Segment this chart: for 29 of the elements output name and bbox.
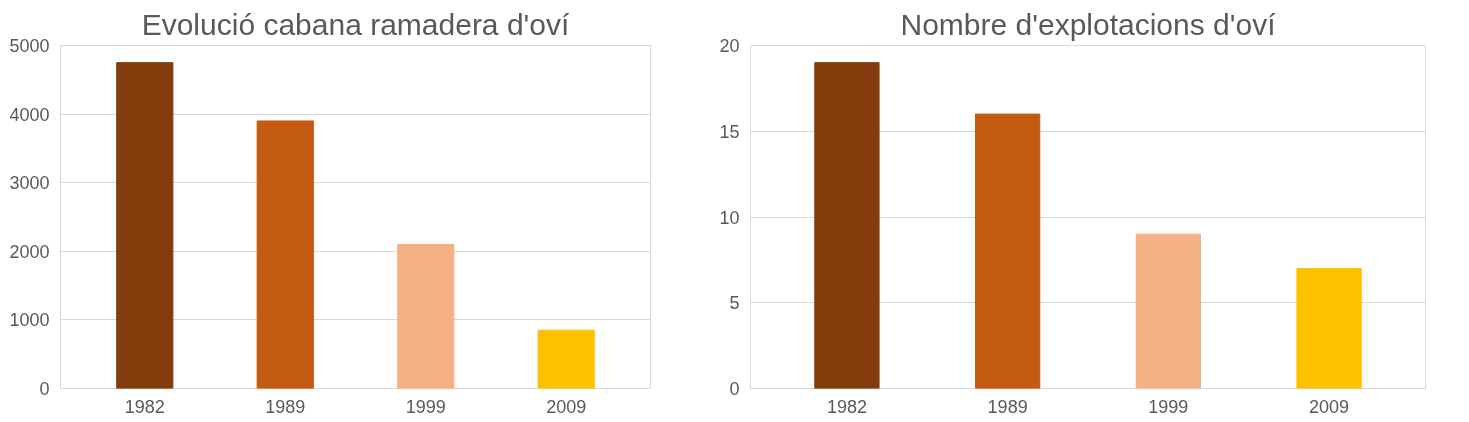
- y-tick-label: 0: [729, 379, 740, 399]
- x-tick-label: 1999: [405, 396, 446, 417]
- y-tick-label: 1000: [9, 310, 50, 331]
- x-tick-label: 1982: [124, 396, 165, 417]
- x-tick-label: 2009: [1309, 396, 1350, 417]
- y-tick-label: 5: [729, 293, 740, 314]
- y-tick-label: 3000: [9, 173, 50, 194]
- y-tick-label: 4000: [9, 104, 50, 125]
- bar: [116, 62, 174, 389]
- bar: [814, 62, 880, 389]
- bar: [397, 243, 455, 389]
- x-tick-label: 1989: [987, 396, 1028, 417]
- x-tick-label: 1989: [265, 396, 306, 417]
- bar: [1135, 233, 1201, 389]
- y-tick-label: 10: [719, 207, 740, 228]
- y-tick-label: 20: [719, 36, 740, 56]
- x-tick-label: 2009: [546, 396, 587, 417]
- y-tick-label: 15: [719, 121, 740, 142]
- x-tick-label: 1999: [1148, 396, 1189, 417]
- bar: [256, 120, 314, 389]
- x-tick-label: 1982: [826, 396, 867, 417]
- bar: [537, 329, 595, 389]
- chart-title: Nombre d'explotacions d'oví: [900, 7, 1277, 41]
- bar: [975, 113, 1041, 389]
- bar: [1296, 267, 1362, 389]
- y-tick-label: 0: [39, 379, 50, 399]
- y-tick-label: 5000: [9, 36, 50, 56]
- chart-title: Evolució cabana ramadera d'oví: [141, 7, 570, 41]
- y-tick-label: 2000: [9, 241, 50, 262]
